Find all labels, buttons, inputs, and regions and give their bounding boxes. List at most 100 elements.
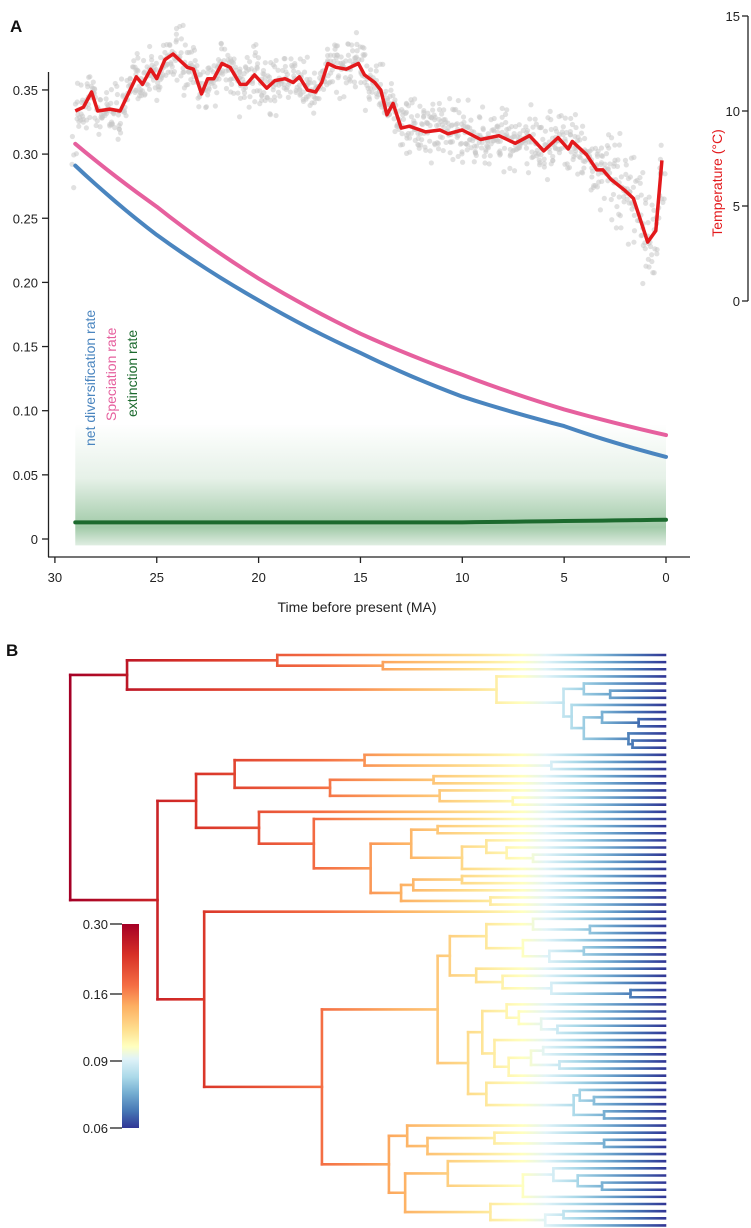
temperature-sample-point — [419, 137, 425, 143]
temperature-sample-point — [178, 36, 184, 42]
temperature-sample-point — [114, 91, 121, 98]
temperature-sample-point — [272, 98, 278, 104]
temperature-sample-point — [544, 176, 551, 183]
temperature-sample-point — [439, 134, 445, 141]
axis-ticks: 30 25 20 15 10 5 0 0 0.05 0.10 0.15 0.20 0.25 0.30 0.3… — [13, 9, 748, 585]
temperature-sample-point — [203, 104, 210, 110]
temperature-sample-point — [524, 161, 530, 167]
temperature-sample-point — [352, 84, 358, 90]
temperature-sample-point — [562, 136, 568, 142]
temperature-sample-point — [471, 159, 477, 165]
temperature-sample-point — [255, 55, 262, 61]
temperature-sample-point — [661, 196, 667, 202]
temperature-sample-point — [501, 145, 508, 151]
temperature-sample-point — [341, 94, 347, 100]
temperature-sample-point — [405, 103, 412, 109]
temperature-sample-point — [430, 107, 436, 113]
temperature-sample-point — [247, 59, 253, 65]
temperature-sample-point — [459, 149, 465, 155]
temperature-sample-point — [76, 123, 82, 129]
temperature-sample-point — [654, 251, 660, 257]
temperature-sample-point — [87, 74, 93, 80]
temperature-sample-point — [153, 67, 159, 73]
temperature-sample-point — [478, 145, 485, 151]
panel-b-label: B — [6, 641, 18, 660]
temperature-sample-point — [347, 74, 354, 80]
temperature-sample-point — [439, 111, 445, 117]
temperature-sample-point — [599, 178, 605, 185]
temperature-sample-point — [229, 81, 235, 87]
temperature-sample-point — [222, 46, 228, 52]
temperature-sample-point — [400, 116, 407, 122]
temperature-sample-point — [174, 77, 180, 83]
colorbar: 0.30 0.16 0.09 0.06 — [83, 917, 139, 1136]
x-tick-label: 30 — [48, 570, 62, 585]
temperature-sample-point — [537, 160, 543, 166]
temperature-sample-point — [608, 135, 615, 141]
x-tick-label: 15 — [353, 570, 367, 585]
temperature-sample-point — [301, 69, 308, 75]
temperature-sample-point — [610, 191, 617, 198]
temperature-sample-point — [418, 142, 424, 148]
temperature-sample-point — [231, 90, 237, 96]
temperature-sample-point — [127, 76, 133, 82]
temperature-sample-point — [627, 174, 633, 180]
temperature-sample-point — [324, 46, 331, 52]
temperature-sample-point — [181, 92, 187, 98]
temperature-sample-point — [121, 108, 127, 114]
temperature-sample-point — [103, 89, 110, 96]
temperature-sample-point — [501, 169, 507, 175]
temperature-sample-point — [460, 114, 467, 120]
temperature-sample-point — [542, 128, 548, 134]
temperature-sample-point — [616, 142, 623, 148]
phylogenetic-tree — [68, 653, 667, 1227]
temperature-sample-point — [123, 113, 129, 119]
temperature-sample-point — [134, 50, 140, 57]
temperature-sample-point — [373, 63, 379, 69]
temperature-sample-point — [589, 168, 596, 175]
temperature-sample-point — [504, 107, 510, 113]
temperature-sample-point — [282, 56, 288, 62]
temperature-sample-point — [223, 85, 230, 92]
temperature-sample-point — [427, 122, 433, 129]
temperature-sample-point — [607, 161, 613, 167]
temperature-sample-point — [311, 80, 317, 86]
temperature-sample-point — [421, 113, 427, 119]
temperature-sample-point — [275, 67, 281, 73]
temperature-sample-point — [419, 121, 426, 128]
y2-tick-label: 10 — [726, 104, 740, 119]
temperature-sample-point — [613, 225, 619, 231]
temperature-sample-point — [516, 122, 522, 128]
temperature-sample-point — [200, 69, 206, 75]
temperature-sample-point — [507, 153, 513, 159]
temperature-sample-point — [384, 97, 391, 103]
temperature-sample-point — [572, 112, 579, 118]
temperature-sample-point — [447, 150, 453, 156]
temperature-sample-point — [388, 87, 394, 93]
temperature-sample-point — [589, 174, 595, 180]
temperature-sample-point — [74, 99, 80, 105]
colorbar-tick-label: 0.16 — [83, 987, 108, 1002]
temperature-sample-point — [435, 146, 442, 152]
temperature-sample-point — [196, 104, 202, 110]
temperature-sample-point — [460, 159, 466, 165]
temperature-sample-point — [338, 54, 344, 60]
temperature-sample-point — [562, 115, 568, 121]
temperature-sample-point — [369, 89, 375, 95]
temperature-sample-point — [362, 107, 368, 113]
temperature-sample-point — [576, 154, 582, 160]
x-axis-label: Time before present (MA) — [278, 599, 437, 615]
temperature-sample-point — [362, 51, 368, 58]
temperature-sample-point — [216, 76, 222, 82]
temperature-sample-point — [284, 71, 291, 78]
temperature-sample-point — [472, 150, 479, 156]
colorbar-tick-label: 0.06 — [83, 1121, 108, 1136]
temperature-sample-point — [192, 58, 198, 64]
temperature-sample-point — [525, 170, 532, 176]
temperature-line — [74, 52, 664, 244]
extinction-confidence-band — [75, 423, 666, 546]
y-tick-label: 0.20 — [13, 275, 38, 290]
temperature-sample-point — [495, 129, 501, 135]
temperature-sample-point — [185, 81, 191, 88]
